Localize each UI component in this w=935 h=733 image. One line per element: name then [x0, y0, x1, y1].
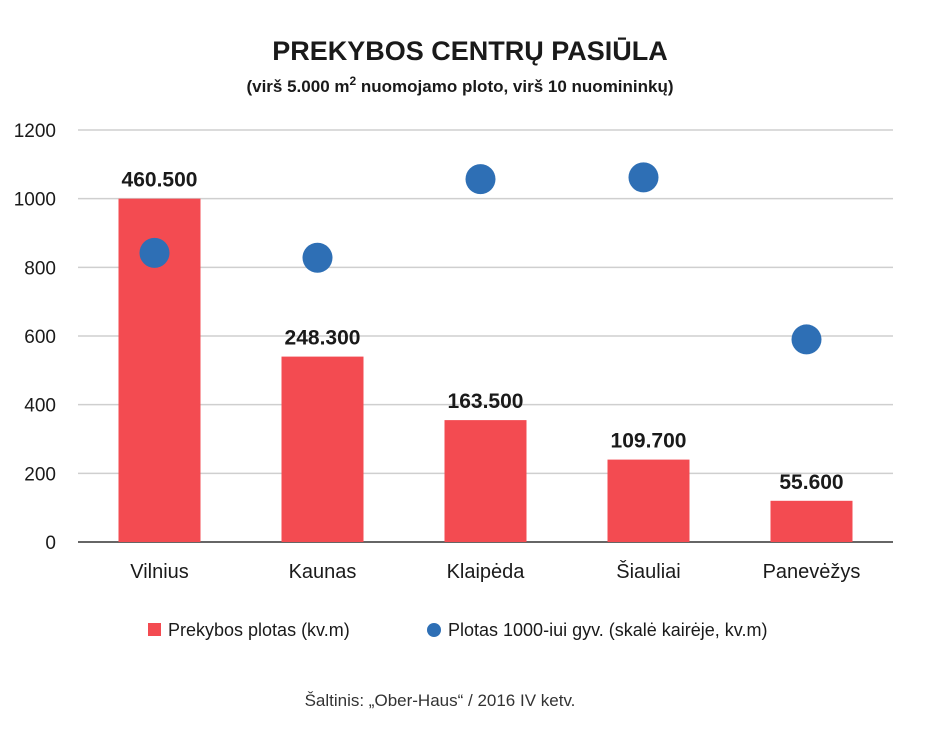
- dot-point: [628, 162, 659, 193]
- dots: [139, 162, 822, 355]
- x-category-label: Kaunas: [289, 561, 357, 583]
- bars: [118, 198, 853, 542]
- bar-data-label: 163.500: [448, 390, 524, 413]
- bar-data-label: 55.600: [779, 471, 843, 494]
- gridlines: [78, 129, 893, 543]
- legend-dot-swatch: [427, 623, 441, 637]
- chart-subtitle: (virš 5.000 m2 nuomojamo ploto, virš 10 …: [246, 74, 673, 96]
- x-axis-categories: Vilnius Kaunas Klaipėda Šiauliai Panevėžys: [130, 560, 860, 583]
- dot-point: [139, 237, 170, 268]
- data-labels: 460.500 248.300 163.500 109.700 55.600: [122, 169, 844, 494]
- y-tick-label: 200: [24, 464, 56, 485]
- dot-point: [302, 242, 333, 273]
- bar-data-label: 248.300: [285, 327, 361, 350]
- chart-title: PREKYBOS CENTRŲ PASIŪLA: [272, 36, 668, 66]
- bar: [444, 420, 527, 542]
- legend-dot-label: Plotas 1000-iui gyv. (skalė kairėje, kv.…: [448, 620, 767, 640]
- legend-bar-label: Prekybos plotas (kv.m): [168, 620, 350, 640]
- bar: [607, 459, 690, 542]
- bar-data-label: 109.700: [611, 430, 687, 453]
- y-tick-label: 400: [24, 396, 56, 417]
- y-tick-label: 1000: [14, 190, 56, 211]
- legend: Prekybos plotas (kv.m) Plotas 1000-iui g…: [148, 620, 767, 640]
- dot-point: [791, 324, 822, 355]
- dot-point: [465, 164, 496, 195]
- bar: [770, 500, 853, 542]
- y-tick-label: 600: [24, 327, 56, 348]
- y-tick-label: 1200: [14, 121, 56, 142]
- legend-bar-swatch: [148, 623, 161, 636]
- bar: [281, 356, 364, 542]
- x-category-label: Panevėžys: [763, 561, 861, 583]
- x-category-label: Vilnius: [130, 561, 189, 583]
- y-axis-ticks: 0 200 400 600 800 1000 1200: [14, 121, 56, 554]
- x-category-label: Šiauliai: [616, 560, 680, 583]
- y-tick-label: 800: [24, 258, 56, 279]
- source-note: Šaltinis: „Ober-Haus“ / 2016 IV ketv.: [305, 691, 576, 710]
- y-tick-label: 0: [45, 533, 56, 554]
- bar-data-label: 460.500: [122, 169, 198, 192]
- x-category-label: Klaipėda: [447, 561, 526, 583]
